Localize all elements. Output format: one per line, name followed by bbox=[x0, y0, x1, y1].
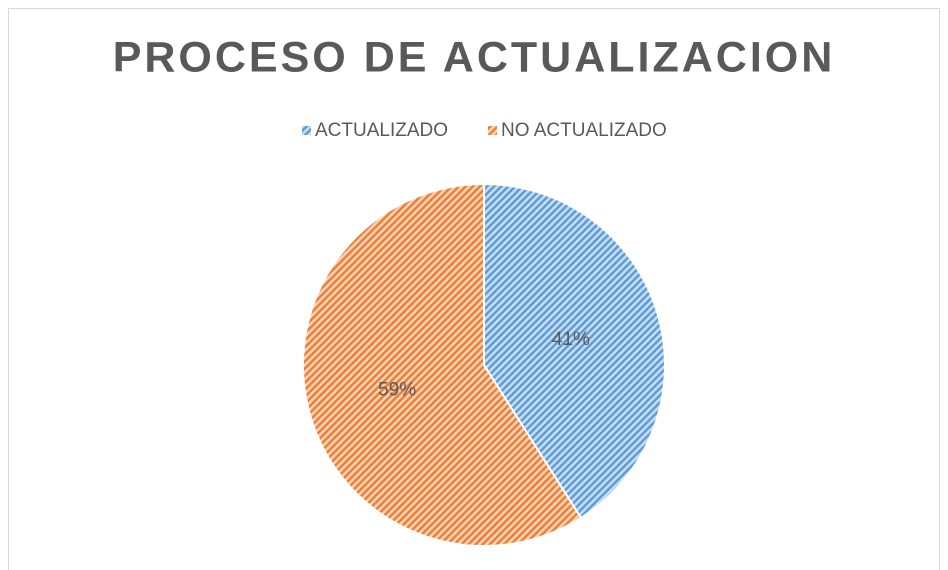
legend-swatch bbox=[302, 126, 311, 135]
data-label: 59% bbox=[378, 379, 416, 400]
legend-label: NO ACTUALIZADO bbox=[501, 120, 667, 141]
data-label: 41% bbox=[552, 329, 590, 350]
pie-slice bbox=[483, 182, 666, 520]
pie-slice bbox=[302, 182, 583, 547]
chart-title: PROCESO DE ACTUALIZACION bbox=[113, 33, 836, 81]
legend-label: ACTUALIZADO bbox=[315, 120, 448, 141]
legend-swatch bbox=[488, 126, 497, 135]
